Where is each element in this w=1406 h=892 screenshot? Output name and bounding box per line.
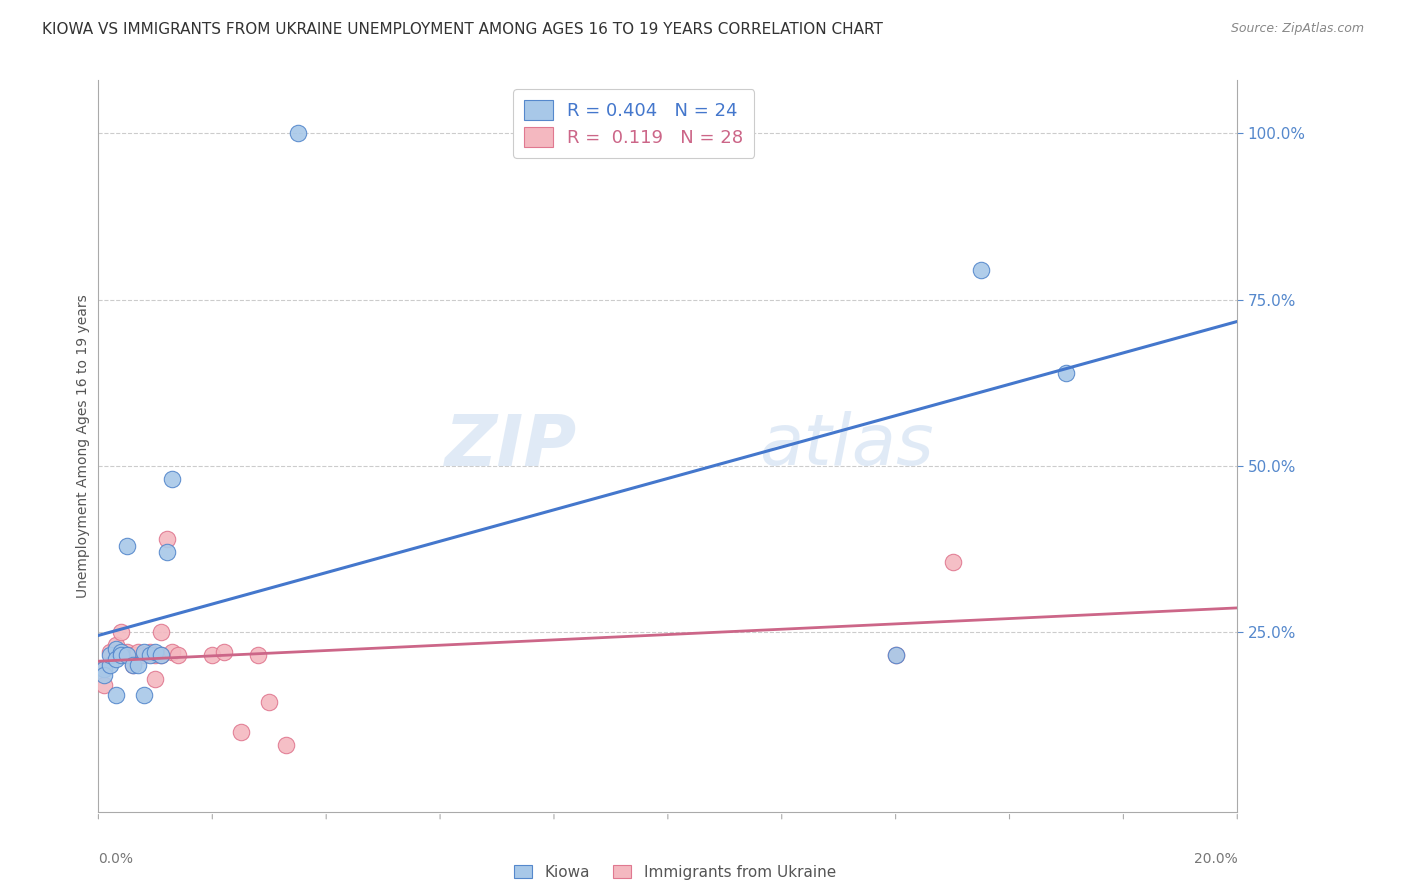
Point — [276, 738, 298, 752]
Point — [246, 648, 269, 663]
Point — [212, 645, 235, 659]
Text: atlas: atlas — [759, 411, 934, 481]
Point — [162, 645, 184, 659]
Point — [145, 672, 167, 686]
Point — [98, 658, 121, 673]
Point — [156, 532, 179, 546]
Y-axis label: Unemployment Among Ages 16 to 19 years: Unemployment Among Ages 16 to 19 years — [76, 294, 90, 598]
Legend: R = 0.404   N = 24, R =  0.119   N = 28: R = 0.404 N = 24, R = 0.119 N = 28 — [513, 89, 754, 158]
Point — [287, 127, 309, 141]
Point — [104, 641, 127, 656]
Point — [145, 648, 167, 663]
Point — [93, 678, 115, 692]
Point — [201, 648, 224, 663]
Point — [121, 648, 143, 663]
Point — [93, 662, 115, 676]
Point — [259, 695, 281, 709]
Text: KIOWA VS IMMIGRANTS FROM UKRAINE UNEMPLOYMENT AMONG AGES 16 TO 19 YEARS CORRELAT: KIOWA VS IMMIGRANTS FROM UKRAINE UNEMPLO… — [42, 22, 883, 37]
Point — [98, 648, 121, 663]
Point — [93, 668, 115, 682]
Point — [145, 645, 167, 659]
Point — [138, 648, 160, 663]
Point — [167, 648, 190, 663]
Point — [127, 658, 149, 673]
Point — [98, 645, 121, 659]
Point — [884, 648, 907, 663]
Point — [121, 658, 143, 673]
Point — [970, 262, 993, 277]
Point — [150, 648, 173, 663]
Text: 20.0%: 20.0% — [1194, 852, 1237, 865]
Point — [115, 539, 138, 553]
Point — [93, 662, 115, 676]
Point — [132, 645, 155, 659]
Point — [156, 545, 179, 559]
Point — [104, 639, 127, 653]
Point — [121, 658, 143, 673]
Point — [884, 648, 907, 663]
Point — [104, 689, 127, 703]
Point — [132, 648, 155, 663]
Point — [110, 648, 132, 663]
Text: 0.0%: 0.0% — [98, 852, 134, 865]
Point — [115, 645, 138, 659]
Point — [104, 652, 127, 666]
Point — [162, 472, 184, 486]
Point — [110, 645, 132, 659]
Point — [115, 648, 138, 663]
Point — [150, 625, 173, 640]
Point — [110, 625, 132, 640]
Point — [127, 645, 149, 659]
Text: Source: ZipAtlas.com: Source: ZipAtlas.com — [1230, 22, 1364, 36]
Text: ZIP: ZIP — [444, 411, 576, 481]
Point — [150, 648, 173, 663]
Legend: Kiowa, Immigrants from Ukraine: Kiowa, Immigrants from Ukraine — [509, 860, 841, 884]
Point — [1056, 366, 1078, 380]
Point — [132, 689, 155, 703]
Point — [110, 648, 132, 663]
Point — [229, 725, 252, 739]
Point — [115, 648, 138, 663]
Point — [138, 645, 160, 659]
Point — [942, 555, 965, 569]
